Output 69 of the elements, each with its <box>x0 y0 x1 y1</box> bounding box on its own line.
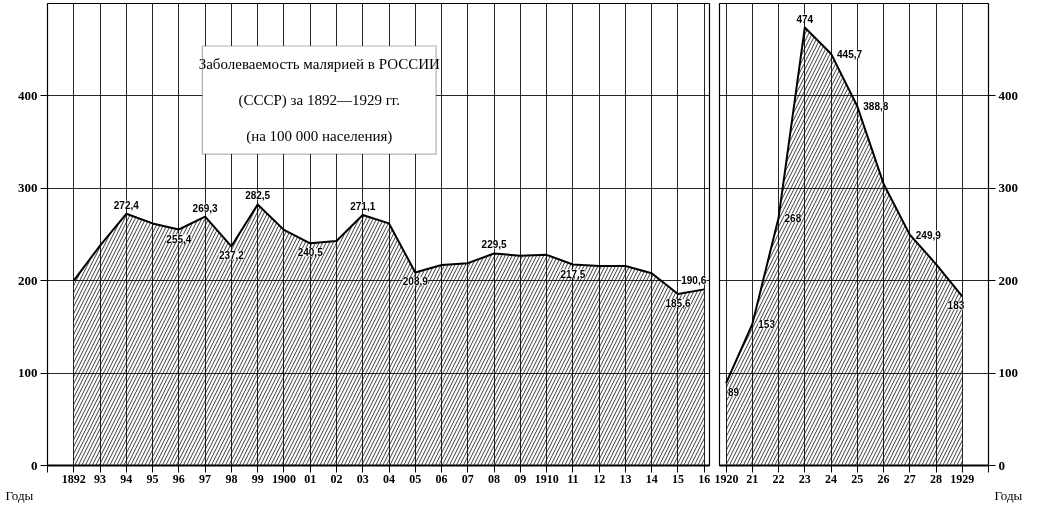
data-label: 185,6 <box>665 298 691 310</box>
x-tick-label: 05 <box>409 471 422 486</box>
x-tick-label: 03 <box>356 471 369 486</box>
x-tick-label: 21 <box>746 471 759 486</box>
x-tick-label: 24 <box>825 471 838 486</box>
x-tick-label: 04 <box>383 471 396 486</box>
x-tick-label: 1892 <box>61 471 86 486</box>
data-label: 217,5 <box>560 268 586 280</box>
x-tick-label: 22 <box>772 471 785 486</box>
x-tick-label: 93 <box>94 471 107 486</box>
data-label: 208,9 <box>402 276 429 288</box>
x-tick-label: 97 <box>199 471 212 486</box>
data-label: 190,6 <box>681 275 707 287</box>
x-tick-label: 14 <box>645 471 658 486</box>
y-tick-label: 200 <box>998 272 1018 288</box>
x-tick-label: 98 <box>225 471 238 486</box>
y-tick-label: 0 <box>31 457 38 473</box>
x-tick-label: 12 <box>593 471 606 486</box>
data-label: 445,7 <box>837 48 863 60</box>
x-tick-label: 08 <box>488 471 501 486</box>
x-tick-label: 23 <box>798 471 811 486</box>
x-tick-label: 11 <box>567 471 579 486</box>
x-tick-label: 16 <box>698 471 711 486</box>
x-tick-label: 95 <box>146 471 159 486</box>
x-tick-label: 1920 <box>714 471 739 486</box>
x-tick-label: 27 <box>903 471 916 486</box>
x-tick-label: 99 <box>251 471 264 486</box>
x-axis-title: Годы <box>994 487 1023 503</box>
x-tick-label: 1900 <box>271 471 296 486</box>
y-tick-label: 100 <box>18 365 38 381</box>
y-tick-label: 400 <box>998 87 1018 103</box>
y-tick-label: 0 <box>998 457 1005 473</box>
data-label: 249,9 <box>915 229 942 241</box>
data-label: 229,5 <box>481 239 508 251</box>
x-tick-label: 1910 <box>534 471 559 486</box>
data-label: 272,4 <box>113 199 140 211</box>
y-tick-label: 300 <box>18 180 38 196</box>
text: (на 100 000 населения) <box>246 128 393 146</box>
x-tick-label: 28 <box>930 471 943 486</box>
x-tick-label: 26 <box>877 471 890 486</box>
x-tick-label: 06 <box>435 471 448 486</box>
chart-title: Заболеваемость малярией в РОССИИ (СССР) за 1892—1929 гг. <box>198 56 440 109</box>
y-tick-label: 300 <box>998 180 1018 196</box>
y-tick-label: 200 <box>18 272 38 288</box>
data-label: 282,5 <box>245 190 271 202</box>
data-label: 269,3 <box>192 202 219 214</box>
x-axis-title: Годы <box>5 487 34 503</box>
x-tick-label: 25 <box>851 471 864 486</box>
data-label: 237,2 <box>218 250 245 262</box>
y-tick-label: 400 <box>18 87 38 103</box>
x-tick-label: 02 <box>330 471 343 486</box>
x-tick-label: 09 <box>514 471 527 486</box>
data-label: 474 <box>796 13 814 25</box>
data-label: 271,1 <box>350 201 376 212</box>
x-tick-label: 1929 <box>950 471 975 486</box>
x-tick-label: 01 <box>304 471 317 486</box>
data-label: 268 <box>784 212 802 224</box>
x-tick-label: 15 <box>671 471 684 486</box>
data-label: 153 <box>758 319 776 331</box>
x-tick-label: 07 <box>461 471 474 486</box>
x-tick-label: 96 <box>172 471 185 486</box>
x-tick-label: 13 <box>619 471 632 486</box>
data-label: 89 <box>728 387 740 399</box>
y-tick-label: 100 <box>998 365 1018 381</box>
data-label: 240,5 <box>297 247 324 259</box>
data-label: 388,8 <box>863 101 889 113</box>
data-label: 255,4 <box>166 233 192 245</box>
data-label: 183 <box>947 300 965 312</box>
x-tick-label: 94 <box>120 471 133 486</box>
